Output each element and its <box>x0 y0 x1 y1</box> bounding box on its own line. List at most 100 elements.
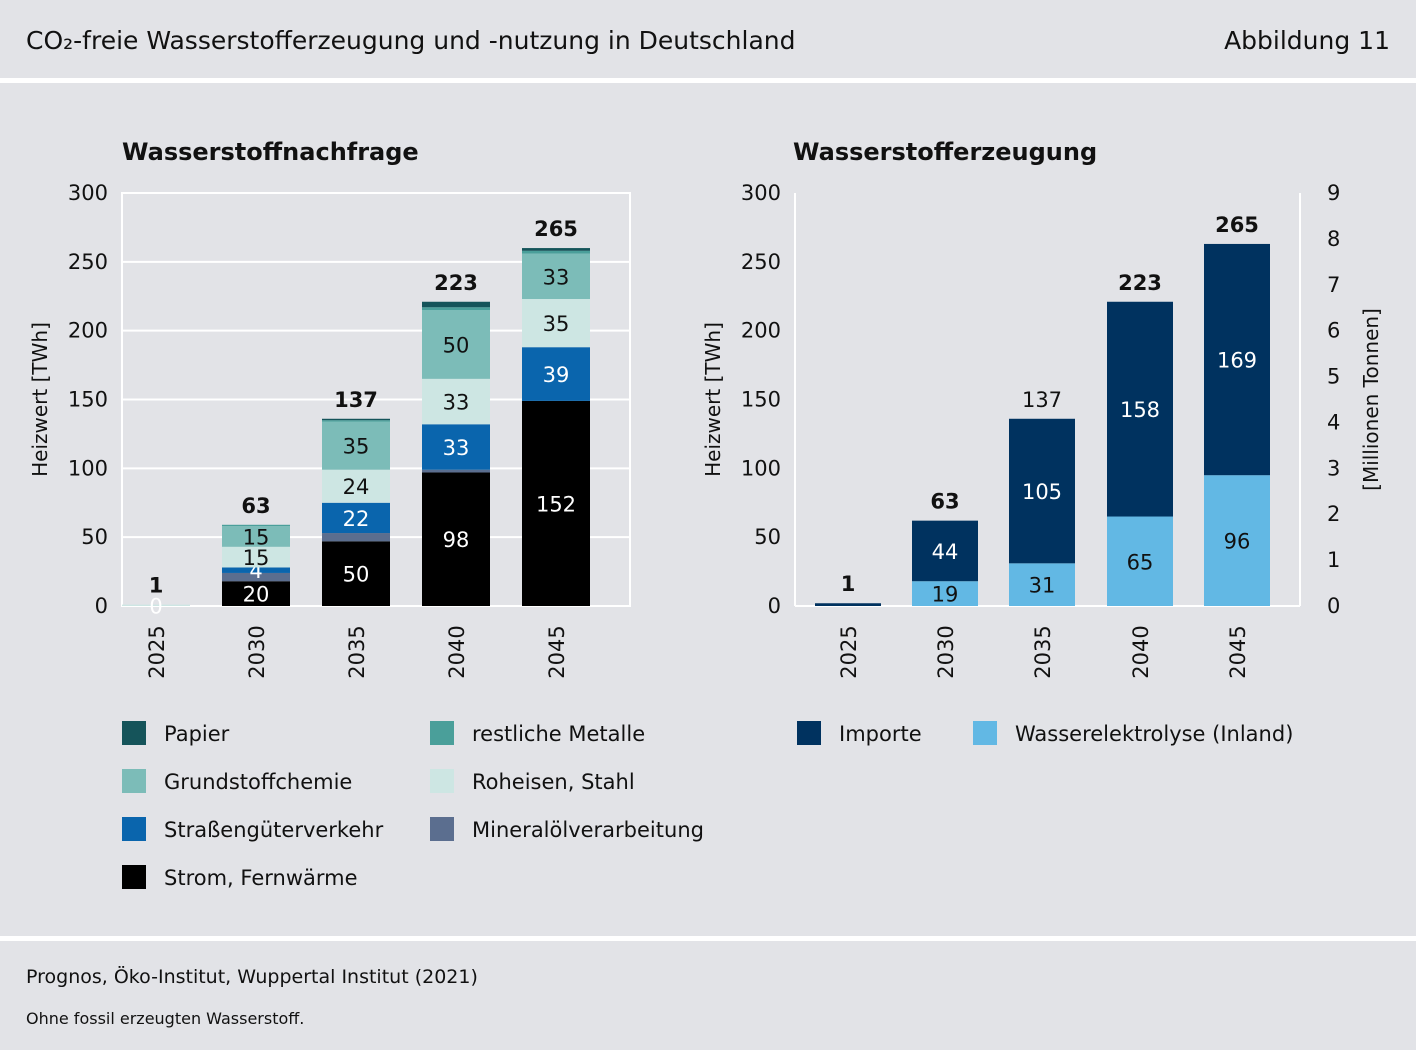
y-tick-label: 50 <box>81 525 108 549</box>
bar-segment <box>222 567 290 573</box>
bar-value-label: 98 <box>443 528 470 552</box>
bar-segment <box>522 248 590 251</box>
legend-label: Grundstoffchemie <box>164 770 352 794</box>
y-tick-label: 0 <box>768 594 781 618</box>
bar-value-label: 33 <box>443 436 470 460</box>
bar-total-label: 1 <box>149 574 164 598</box>
chart-1: Wasserstoffnachfrage050100150200250300He… <box>28 138 704 890</box>
y-right-tick-label: 7 <box>1327 273 1340 297</box>
y-tick-label: 300 <box>741 181 781 205</box>
bar-segment <box>122 604 190 606</box>
bar-segment <box>322 421 390 470</box>
legend-label: Roheisen, Stahl <box>472 770 635 794</box>
bar-value-label: 105 <box>1022 480 1062 504</box>
legend-item: Roheisen, Stahl <box>430 769 635 794</box>
legend-swatch <box>797 721 821 745</box>
bar-value-label: 96 <box>1224 530 1251 554</box>
figure-number: Abbildung 11 <box>1224 26 1390 55</box>
bar-segment <box>1107 516 1173 606</box>
bar-segment <box>222 581 290 606</box>
bar-segment <box>422 469 490 473</box>
bar-value-label: 39 <box>543 363 570 387</box>
bar-value-label: 33 <box>543 265 570 289</box>
y-tick-label: 200 <box>741 319 781 343</box>
legend-label: Strom, Fernwärme <box>164 866 358 890</box>
legend-swatch <box>430 721 454 745</box>
legend-item: Strom, Fernwärme <box>122 865 358 890</box>
bar-segment <box>522 400 590 606</box>
y-tick-label: 150 <box>741 388 781 412</box>
y-tick-label: 50 <box>754 525 781 549</box>
bar-segment <box>522 253 590 300</box>
legend-swatch <box>122 865 146 889</box>
bar-value-label: 50 <box>443 333 470 357</box>
x-tick-label: 2040 <box>445 625 469 678</box>
bar-segment <box>322 420 390 422</box>
y-tick-label: 150 <box>68 388 108 412</box>
bar-value-label: 15 <box>243 525 270 549</box>
bar-total-label: 265 <box>534 217 578 241</box>
legend-swatch <box>122 769 146 793</box>
y-tick-label: 200 <box>68 319 108 343</box>
legend-item: Mineralölverarbeitung <box>430 817 704 842</box>
y-right-tick-label: 6 <box>1327 319 1340 343</box>
bar-total-label: 63 <box>241 494 270 518</box>
y-axis-label: Heizwert [TWh] <box>701 322 725 477</box>
bar-segment <box>422 424 490 470</box>
bar-total-label: 137 <box>1022 388 1062 412</box>
bar-total-label: 223 <box>1118 271 1162 295</box>
bar-value-label: 19 <box>932 583 959 607</box>
source-note: Prognos, Öko-Institut, Wuppertal Institu… <box>26 966 478 988</box>
legend-item: Importe <box>797 721 922 746</box>
bar-value-label: 15 <box>243 546 270 570</box>
bar-segment <box>422 301 490 308</box>
bar-segment <box>322 502 390 534</box>
x-tick-label: 2030 <box>245 625 269 678</box>
x-tick-label: 2035 <box>345 625 369 678</box>
bar-segment <box>222 524 290 527</box>
bar-segment <box>322 533 390 542</box>
y-tick-label: 0 <box>95 594 108 618</box>
bar-segment <box>322 469 390 503</box>
bar-value-label: 33 <box>443 391 470 415</box>
bar-segment <box>322 541 390 606</box>
bar-segment <box>912 581 978 606</box>
x-tick-label: 2035 <box>1031 625 1055 678</box>
y-tick-label: 250 <box>741 250 781 274</box>
y-tick-label: 100 <box>68 456 108 480</box>
y-tick-label: 250 <box>68 250 108 274</box>
bar-segment <box>322 418 390 421</box>
bar-value-label: 22 <box>343 507 370 531</box>
bar-segment <box>522 347 590 401</box>
bar-segment <box>522 250 590 254</box>
y-right-tick-label: 0 <box>1327 594 1340 618</box>
legend-label: Mineralölverarbeitung <box>472 818 704 842</box>
bar-segment <box>422 307 490 311</box>
legend-label: Wasserelektrolyse (Inland) <box>1015 722 1293 746</box>
y-right-axis-label: [Millionen Tonnen] <box>1359 308 1383 491</box>
bar-total-label: 223 <box>434 271 478 295</box>
x-tick-label: 2030 <box>934 625 958 678</box>
bar-segment <box>422 472 490 606</box>
bar-value-label: 44 <box>932 540 959 564</box>
charts-canvas: Wasserstoffnachfrage050100150200250300He… <box>28 138 1383 890</box>
bar-total-label: 63 <box>930 490 959 514</box>
bar-segment <box>522 299 590 348</box>
legend-label: Importe <box>839 722 922 746</box>
y-right-tick-label: 3 <box>1327 456 1340 480</box>
legend-item: Wasserelektrolyse (Inland) <box>973 721 1293 746</box>
legend-item: Straßengüterverkehr <box>122 817 384 842</box>
bar-value-label: 35 <box>543 312 570 336</box>
y-right-tick-label: 9 <box>1327 181 1340 205</box>
bar-value-label: 35 <box>343 435 370 459</box>
y-right-tick-label: 1 <box>1327 548 1340 572</box>
legend-swatch <box>430 769 454 793</box>
x-tick-label: 2025 <box>145 625 169 678</box>
legend-swatch <box>122 817 146 841</box>
bar-value-label: 31 <box>1029 574 1056 598</box>
bar-segment <box>422 378 490 425</box>
bar-value-label: 0 <box>149 594 162 618</box>
bar-total-label: 137 <box>334 388 378 412</box>
x-tick-label: 2045 <box>545 625 569 678</box>
legend-label: Papier <box>164 722 230 746</box>
